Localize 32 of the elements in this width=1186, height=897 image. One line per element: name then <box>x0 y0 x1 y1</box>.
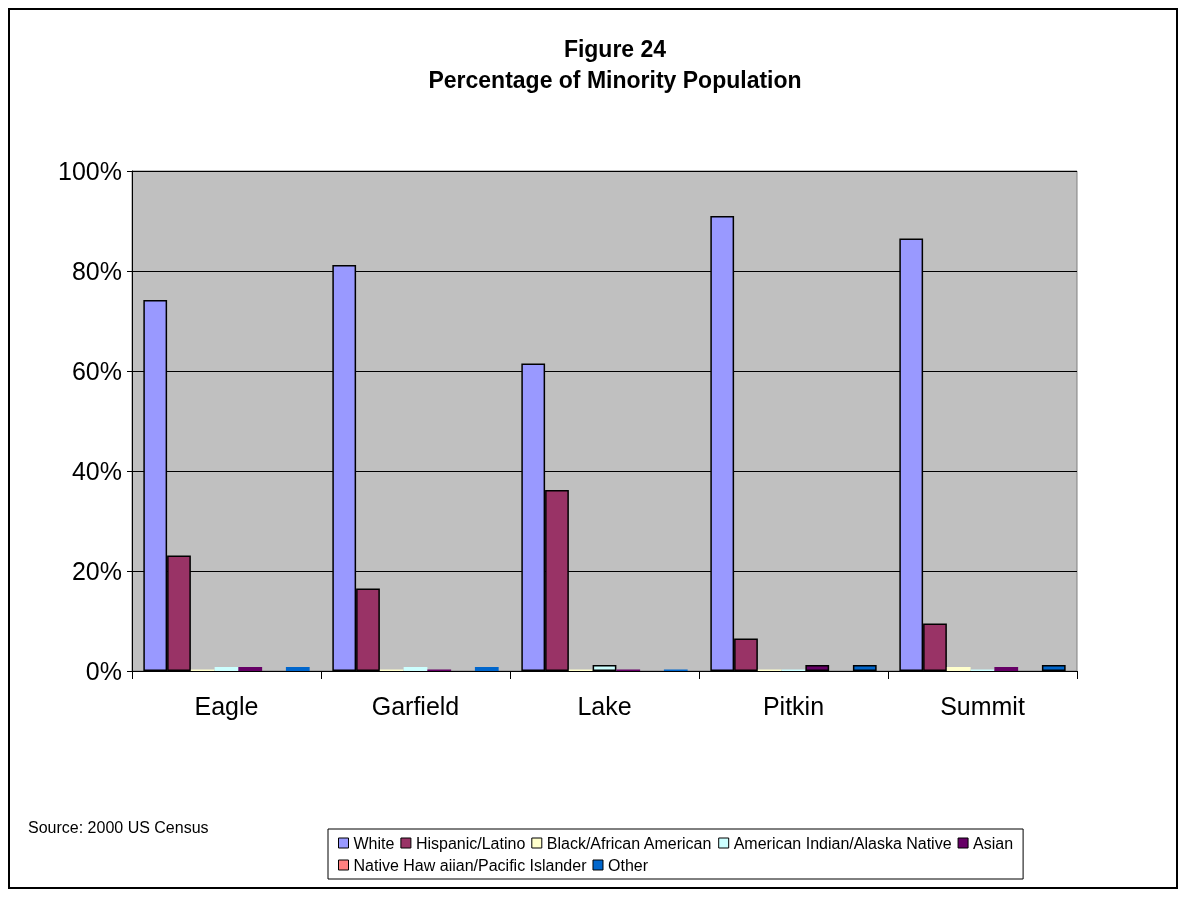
bar <box>994 667 1019 671</box>
x-tick-label: Garfield <box>371 691 460 720</box>
legend-label: White <box>353 834 395 852</box>
chart-title: Figure 24 <box>563 35 667 62</box>
legend-label: Black/African American <box>546 834 712 852</box>
y-tick-label: 100% <box>58 157 122 185</box>
x-tick-label: Summit <box>940 691 1025 720</box>
bar <box>285 667 310 671</box>
bar <box>852 665 877 671</box>
y-tick-label: 0% <box>85 657 122 685</box>
y-tick-label: 80% <box>71 257 122 285</box>
source-note: Source: 2000 US Census <box>28 818 209 836</box>
legend-label: Other <box>607 856 649 874</box>
x-tick-label: Lake <box>577 691 632 720</box>
bar <box>1041 665 1066 671</box>
x-tick-label: Pitkin <box>762 691 825 720</box>
bar <box>214 667 239 671</box>
legend-label: Native Haw aiian/Pacific Islander <box>353 856 588 874</box>
y-tick-label: 60% <box>71 357 122 385</box>
x-tick-label: Eagle <box>194 691 259 720</box>
bar <box>403 667 428 671</box>
legend-label: Hispanic/Latino <box>415 834 526 852</box>
bar <box>238 667 263 671</box>
bar <box>805 665 830 671</box>
chart-subtitle: Percentage of Minority Population <box>428 66 802 93</box>
y-tick-label: 20% <box>71 557 122 585</box>
bar <box>592 665 617 671</box>
legend-label: American Indian/Alaska Native <box>733 834 952 852</box>
bar <box>946 667 971 671</box>
bar <box>474 667 499 671</box>
legend-label: Asian <box>973 834 1014 852</box>
y-tick-label: 40% <box>71 457 122 485</box>
